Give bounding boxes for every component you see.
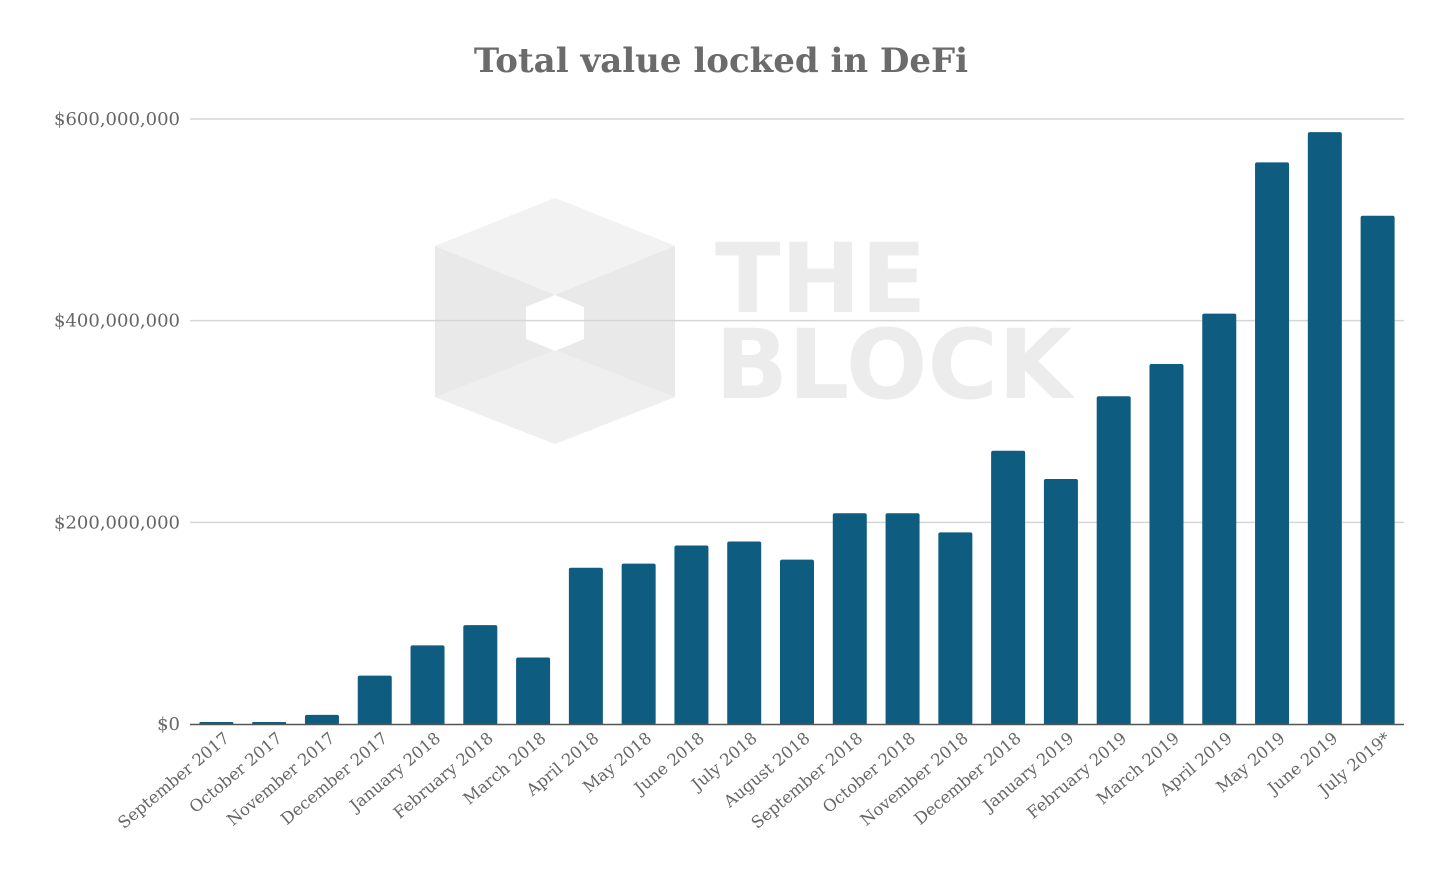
bar: [832, 513, 867, 725]
y-tick-label: $0: [157, 714, 180, 735]
bar: [780, 559, 814, 725]
watermark-hexagon-shade-bottom: [435, 350, 675, 444]
bar: [304, 714, 339, 725]
watermark-text-line1: THE: [715, 223, 926, 335]
bar: [621, 563, 656, 725]
bar: [568, 567, 603, 725]
bar: [1202, 313, 1237, 725]
bar: [885, 513, 920, 725]
watermark-logo: THE BLOCK: [435, 198, 1076, 444]
y-tick-label: $400,000,000: [54, 311, 180, 332]
watermark-hexagon-hole: [526, 295, 584, 351]
y-tick-label: $200,000,000: [54, 512, 180, 533]
chart-title: Total value locked in DeFi: [474, 41, 968, 81]
bar: [357, 675, 392, 725]
bar: [1096, 396, 1131, 725]
bar: [727, 541, 762, 725]
watermark-hexagon-shade: [435, 198, 675, 295]
bar: [1255, 162, 1290, 725]
watermark-text-line2: BLOCK: [715, 309, 1076, 421]
y-tick-label: $600,000,000: [54, 109, 180, 130]
bar: [991, 450, 1026, 725]
bar: [674, 545, 709, 725]
y-axis-ticks: $0 $200,000,000 $400,000,000 $600,000,000: [54, 109, 180, 735]
bar: [1307, 132, 1342, 725]
bar: [1043, 478, 1078, 725]
bars: [199, 132, 1395, 726]
bar: [463, 625, 498, 725]
gridlines: [190, 118, 1404, 524]
bar: [938, 532, 973, 725]
bar: [1360, 215, 1395, 726]
bar: [410, 645, 445, 725]
bar: [1149, 364, 1184, 725]
bar: [516, 657, 551, 725]
